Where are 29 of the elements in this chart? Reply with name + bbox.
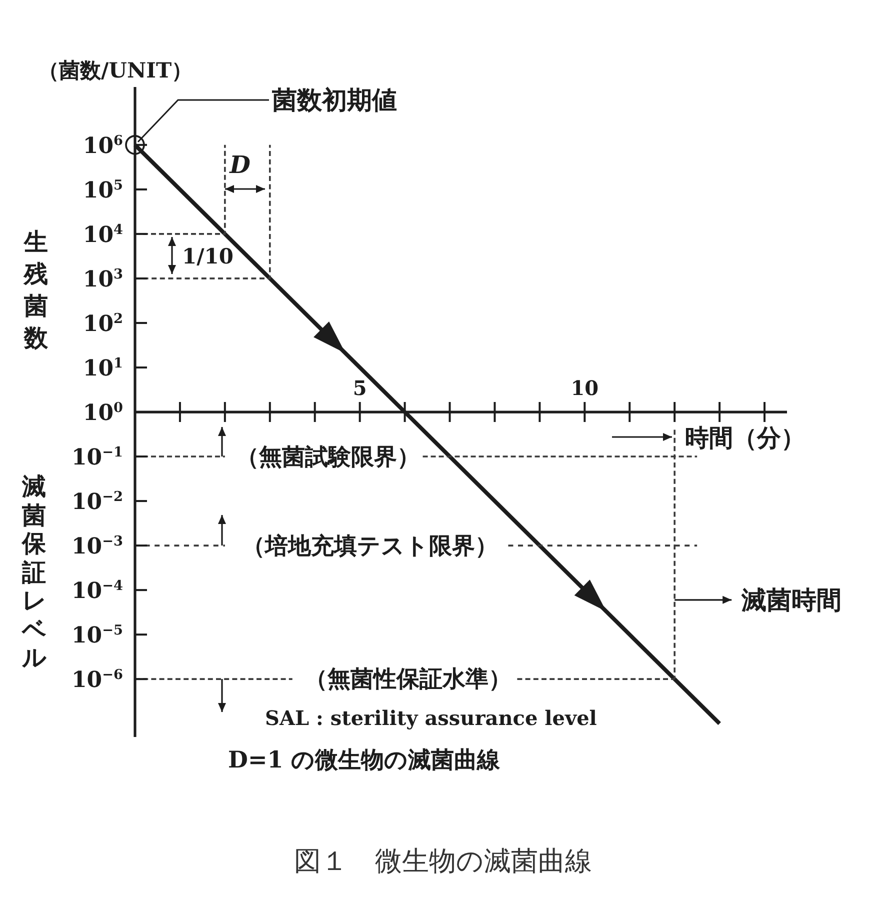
y-tick-label: 10$^{−5}$ — [71, 622, 123, 648]
annotation: 滅菌時間 — [742, 585, 842, 614]
y-tick-label: 10$^{−6}$ — [71, 667, 123, 694]
y-tick-label: 10$^{5}$ — [82, 177, 123, 204]
x-tick-label: 5 — [352, 376, 367, 400]
x-tick-label: 10 — [570, 376, 599, 400]
y-tick-label: 10$^{−1}$ — [71, 444, 123, 470]
annotation: D — [230, 150, 250, 179]
y-tick-label: 10$^{−3}$ — [71, 533, 123, 560]
y-tick-label: 10$^{4}$ — [82, 222, 123, 248]
annotation: （培地充填テスト限界） — [242, 532, 498, 560]
annotation: 菌数初期値 — [272, 85, 397, 114]
y-tick-label: 10$^{3}$ — [82, 266, 123, 292]
y-tick-label: 10$^{1}$ — [82, 355, 123, 382]
y-tick-label: 10$^{−4}$ — [71, 578, 123, 604]
text: 図１ 微生物の滅菌曲線 — [294, 846, 592, 878]
y-tick-label: 10$^{6}$ — [82, 132, 123, 159]
annotation: （無菌試験限界） — [236, 443, 420, 470]
annotation: 1/10 — [182, 243, 234, 268]
y-tick-label: 10$^{0}$ — [82, 400, 123, 426]
text: （菌数/UNIT） — [38, 57, 193, 82]
y-axis-title: 滅菌保証レベル — [22, 471, 47, 672]
y-tick-label: 10$^{2}$ — [82, 310, 123, 337]
y-tick-label: 10$^{−2}$ — [71, 488, 123, 515]
annotation: SAL : sterility assurance level — [265, 706, 597, 730]
annotation: （無菌性保証水準） — [304, 665, 512, 692]
x-axis-title: 時間（分） — [685, 422, 805, 452]
text: D=1 の微生物の滅菌曲線 — [228, 746, 500, 774]
y-axis-title: 生残菌数 — [24, 226, 48, 354]
